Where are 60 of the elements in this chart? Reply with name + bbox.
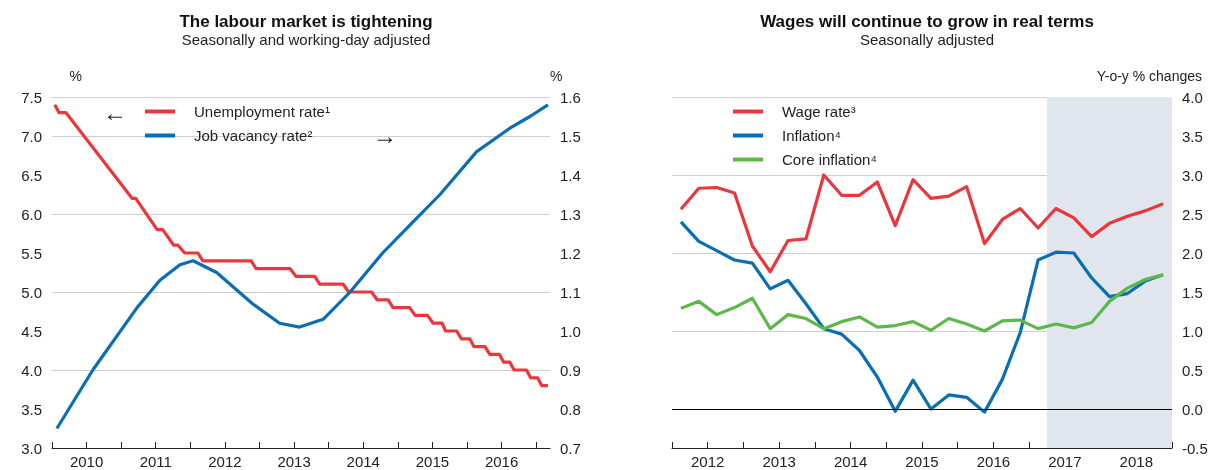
y2-tick-label: 2.5 (1182, 205, 1203, 223)
y2-tick-label: -0.5 (1182, 439, 1208, 457)
y2-axis-title: % (550, 68, 563, 84)
y-tick-label: 7.5 (21, 88, 42, 106)
y-tick-label: 5.5 (21, 244, 42, 262)
y2-tick-label: 3.5 (1182, 127, 1203, 145)
x-tick-label: 2016 (484, 453, 519, 470)
y-tick-label: 5.0 (21, 283, 42, 301)
x-tick-label: 2010 (69, 453, 104, 470)
y-tick-label: 6.0 (21, 205, 42, 223)
y2-tick-label: 0.9 (560, 361, 581, 379)
y2-tick-label: 2.0 (1182, 244, 1203, 262)
x-tick-label: 2015 (415, 453, 450, 470)
line-series (679, 173, 1165, 274)
y2-tick-label: 0.8 (560, 400, 581, 418)
x-tick-label: 2011 (139, 453, 172, 470)
y-tick-label: 4.0 (21, 361, 42, 379)
legend-label: Unemployment rate¹ (194, 103, 330, 120)
x-tick-label: 2017 (1048, 453, 1082, 470)
y2-tick-label: 4.0 (1182, 88, 1203, 106)
y2-tick-label: 1.0 (1182, 322, 1203, 340)
y-tick-label: 6.5 (21, 166, 42, 184)
y2-tick-label: 1.1 (560, 283, 581, 301)
y2-tick-label: 1.0 (560, 322, 581, 340)
annotation: → (373, 121, 397, 149)
x-tick-label: 2013 (762, 453, 796, 470)
legend-label: Core inflation⁴ (782, 151, 877, 168)
legend-label: Inflation⁴ (782, 127, 841, 144)
y2-tick-label: 1.5 (560, 127, 581, 145)
y2-tick-label: 0.0 (1182, 400, 1203, 418)
legend-label: Job vacancy rate² (194, 127, 313, 144)
chart-subtitle: Seasonally and working-day adjusted (181, 31, 431, 48)
chart-subtitle: Seasonally adjusted (859, 31, 995, 48)
annotation: ← (103, 98, 127, 126)
y-tick-label: 3.5 (21, 400, 42, 418)
y2-tick-label: 0.5 (1182, 361, 1203, 379)
chart-title: Wages will continue to grow in real terms (760, 12, 1094, 31)
y2-tick-label: 0.7 (560, 439, 581, 457)
y-tick-label: 7.0 (21, 127, 42, 145)
y2-tick-label: 1.3 (560, 205, 581, 223)
y2-tick-label: 3.0 (1182, 166, 1203, 184)
y2-tick-label: 1.4 (560, 166, 581, 184)
x-tick-label: 2014 (346, 453, 380, 470)
y2-tick-label: 1.5 (1182, 283, 1203, 301)
y-axis-title: % (69, 68, 82, 84)
y2-tick-label: 1.2 (560, 244, 581, 262)
x-tick-label: 2014 (833, 453, 868, 470)
x-tick-label: 2018 (1119, 453, 1153, 470)
x-tick-label: 2012 (208, 453, 242, 470)
x-tick-label: 2016 (976, 453, 1011, 470)
y2-axis-title: Y-o-y % changes (1096, 68, 1202, 84)
x-tick-label: 2013 (277, 453, 311, 470)
legend-label: Wage rate³ (782, 103, 856, 120)
x-tick-label: 2012 (691, 453, 725, 470)
x-tick-label: 2015 (905, 453, 939, 470)
chart-title: The labour market is tightening (179, 12, 433, 31)
y-tick-label: 3.0 (21, 439, 42, 457)
y2-tick-label: 1.6 (560, 88, 581, 106)
y-tick-label: 4.5 (21, 322, 42, 340)
line-series (679, 273, 1165, 333)
